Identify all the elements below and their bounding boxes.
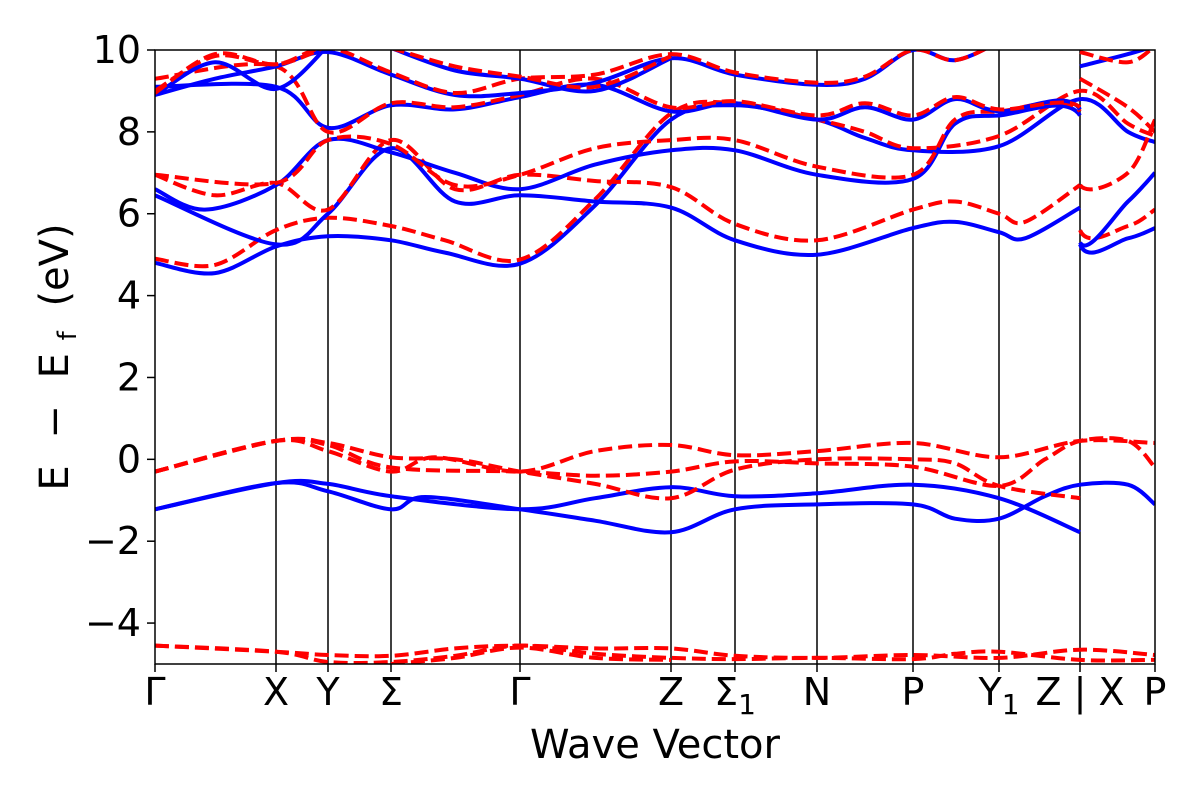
x-tick-label: Z | X (1035, 670, 1124, 715)
y-axis-title-ef: E (32, 353, 78, 378)
y-tick-label: 0 (117, 437, 141, 481)
y-axis-title-ef-sub: f (53, 330, 83, 340)
x-tick-label: Y (315, 670, 340, 714)
plot-frame (154, 49, 1156, 665)
y-tick-label: 2 (117, 355, 141, 399)
band-series-layer (155, 50, 1155, 664)
band-solid-1 (155, 480, 1155, 535)
band-dashed-21 (1079, 50, 1154, 65)
band-dashed-18 (390, 50, 672, 90)
y-tick-label: 6 (117, 192, 141, 236)
band-dashed-22 (155, 643, 1155, 661)
band-dashed-16 (155, 50, 324, 95)
band-solid-7 (155, 146, 1081, 257)
band-dashed-2 (155, 436, 1081, 501)
band-dashed-20 (1078, 76, 1155, 134)
x-tick-label: Γ (509, 670, 530, 714)
x-tick-label: P (902, 670, 925, 714)
band-dashed-3 (155, 438, 1155, 474)
band-dashed-10 (155, 100, 1155, 241)
band-dashed-8 (155, 138, 1082, 243)
x-tick-label: Σ1 (714, 670, 756, 721)
x-axis-title: Wave Vector (530, 722, 781, 768)
y-tick-label: −2 (85, 519, 141, 563)
y-tick-label: 4 (117, 274, 141, 318)
y-axis-title: E − E f (eV) (32, 223, 86, 490)
y-axis-title-e: E (32, 465, 78, 490)
x-tick-label: X (263, 670, 289, 714)
band-solid-17 (390, 50, 672, 94)
band-dashed-4 (155, 436, 1155, 488)
y-axis-ticks: −4 −2 0 2 4 6 8 10 (85, 28, 155, 645)
x-tick-label: Y1 (977, 670, 1019, 721)
x-tick-label: N (803, 670, 831, 714)
x-axis-ticks: Γ X Y Σ Γ Z Σ1 N P Y1 Z | X P (144, 664, 1166, 721)
x-tick-label: Γ (144, 670, 165, 714)
band-dashed-23 (155, 643, 1155, 664)
y-tick-label: 10 (93, 28, 141, 72)
band-solid-15 (155, 50, 327, 97)
band-solid-11 (155, 81, 1155, 248)
x-tick-label: P (1144, 670, 1167, 714)
x-tick-label: Σ (379, 670, 403, 714)
y-axis-title-minus: − (32, 405, 78, 439)
x-tick-label: Z (658, 670, 684, 714)
band-solid-19 (1079, 50, 1149, 69)
y-axis-title-unit: (eV) (32, 223, 78, 306)
y-tick-label: −4 (85, 601, 141, 645)
band-dashed-12 (155, 62, 1155, 192)
band-solid-5 (155, 97, 1155, 276)
y-tick-label: 8 (117, 110, 141, 154)
band-dashed-24 (390, 645, 672, 664)
